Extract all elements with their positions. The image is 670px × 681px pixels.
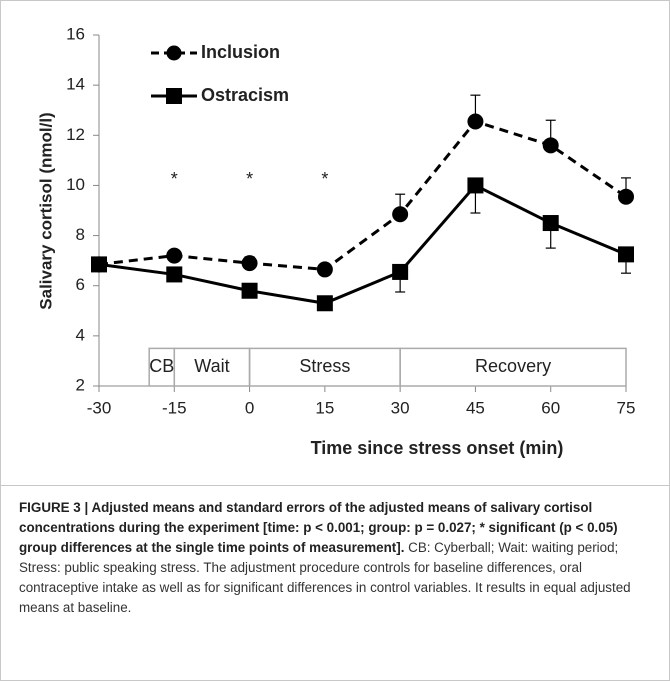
marker (316, 295, 333, 312)
y-tick-label: 10 (66, 175, 85, 194)
y-tick-label: 12 (66, 125, 85, 144)
x-tick-label: -15 (162, 398, 187, 417)
x-tick-label: 0 (245, 398, 254, 417)
series-line (98, 183, 627, 305)
y-tick-label: 6 (76, 275, 85, 294)
phase-box (399, 347, 627, 387)
significance-mark: * (171, 169, 178, 189)
marker (618, 246, 634, 263)
marker (542, 215, 559, 232)
y-axis-label: Salivary cortisol (nmol/l) (36, 112, 55, 309)
legend-marker (166, 45, 182, 61)
x-tick-label: -30 (87, 398, 112, 417)
marker (392, 263, 409, 280)
separator (1, 485, 669, 486)
y-tick-label: 14 (66, 75, 85, 94)
x-tick-label: 15 (315, 398, 334, 417)
series-line (98, 119, 627, 271)
marker (542, 137, 559, 154)
marker (467, 177, 484, 194)
marker (618, 188, 634, 205)
phase-label: Recovery (475, 356, 551, 376)
significance-mark: * (321, 169, 328, 189)
legend-label: Ostracism (201, 85, 289, 105)
phase-label: Stress (299, 356, 350, 376)
marker (467, 113, 484, 130)
marker (392, 206, 409, 223)
marker (241, 255, 258, 272)
legend-label: Inclusion (201, 42, 280, 62)
legend-marker (166, 88, 182, 104)
x-axis-label: Time since stress onset (min) (311, 438, 564, 458)
marker (166, 247, 183, 264)
caption-bold: FIGURE 3 | Adjusted means and standard e… (19, 500, 618, 555)
phase-label: CB (149, 356, 174, 376)
marker (166, 266, 183, 283)
x-tick-label: 45 (466, 398, 485, 417)
x-tick-label: 30 (391, 398, 410, 417)
x-tick-label: 60 (541, 398, 560, 417)
marker (316, 261, 333, 278)
marker (91, 256, 107, 273)
x-tick-label: 75 (617, 398, 636, 417)
y-tick-label: 4 (76, 325, 85, 344)
y-tick-label: 2 (76, 375, 85, 394)
y-tick-label: 8 (76, 225, 85, 244)
caption: FIGURE 3 | Adjusted means and standard e… (19, 498, 655, 618)
chart: Time since stress onset (min) Salivary c… (36, 24, 636, 458)
significance-mark: * (246, 169, 253, 189)
phase-label: Wait (194, 356, 229, 376)
marker (241, 282, 258, 299)
caption-text: CB: Cyberball; Wait: waiting period; Str… (19, 540, 631, 615)
y-tick-label: 16 (66, 24, 85, 43)
